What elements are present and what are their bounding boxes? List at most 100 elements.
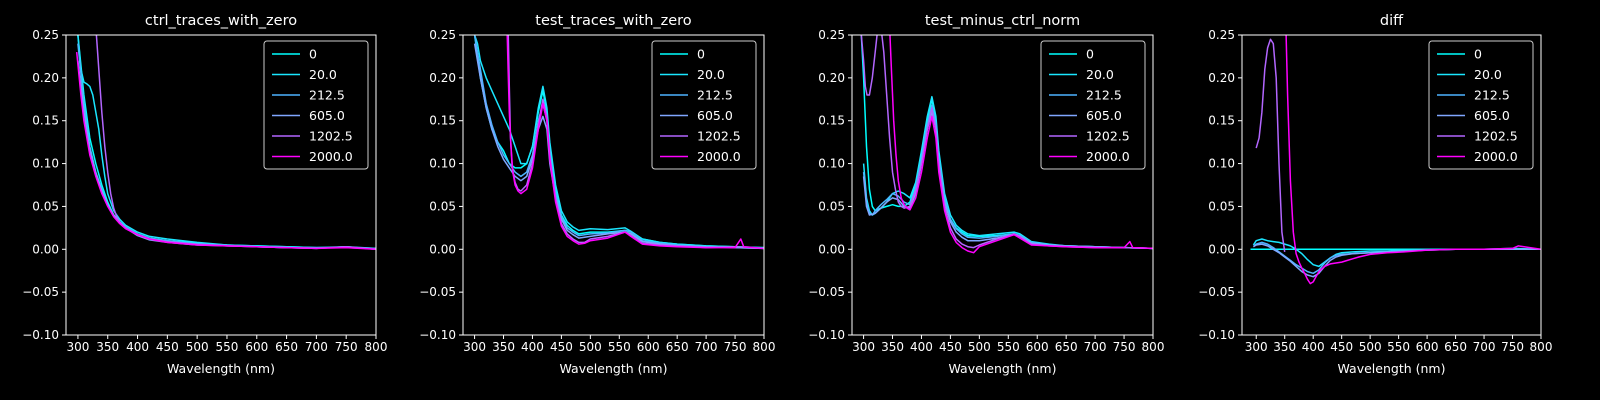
y-tick-label: −0.05 [22, 285, 59, 299]
y-tick-label: −0.05 [419, 285, 456, 299]
legend-label: 20.0 [1474, 67, 1502, 82]
x-tick-label: 400 [910, 340, 933, 354]
x-tick-label: 550 [216, 340, 239, 354]
x-tick-label: 600 [1026, 340, 1049, 354]
x-tick-label: 550 [997, 340, 1020, 354]
legend-label: 2000.0 [1474, 149, 1518, 164]
series-group [473, 35, 764, 250]
legend: 0 20.0 212.5 605.0 1202.5 2000.0 [1040, 40, 1146, 170]
x-tick-label: 600 [245, 340, 268, 354]
y-tick-label: 0.05 [818, 199, 845, 213]
y-tick-label: 0.15 [818, 114, 845, 128]
legend-label: 20.0 [309, 67, 337, 82]
chart-panel-2: 300 350 400 450 500 550 600 650 700 750 800 0.25 0.2… [419, 13, 775, 376]
legend-label: 2000.0 [309, 149, 353, 164]
x-tick-label: 350 [881, 340, 904, 354]
x-tick-label: 300 [1245, 340, 1268, 354]
x-tick-label: 650 [1055, 340, 1078, 354]
chart-title: test_traces_with_zero [535, 13, 692, 29]
x-tick-label: 400 [126, 340, 149, 354]
legend-label: 2000.0 [1086, 149, 1130, 164]
y-tick-label: 0.05 [429, 199, 456, 213]
legend-label: 605.0 [697, 108, 733, 123]
axes-frame [462, 34, 765, 336]
y-tick-label: 0.15 [429, 114, 456, 128]
x-tick-label: 800 [1530, 340, 1553, 354]
legend-label: 212.5 [309, 88, 345, 103]
legend-label: 1202.5 [1474, 129, 1518, 144]
chart-panel-3: 300 350 400 450 500 550 600 650 700 750 800 0.25 0.2… [808, 13, 1164, 376]
x-tick-label: 500 [1359, 340, 1382, 354]
x-tick-label: 800 [753, 340, 776, 354]
x-tick-label: 500 [968, 340, 991, 354]
x-tick-label: 700 [305, 340, 328, 354]
series-line-212.5 [1252, 241, 1541, 275]
series-line-1202.5 [860, 35, 1153, 250]
x-tick-label: 750 [724, 340, 747, 354]
x-tick-label: 450 [939, 340, 962, 354]
x-tick-label: 650 [275, 340, 298, 354]
legend: 0 20.0 212.5 605.0 1202.5 2000.0 [263, 40, 369, 170]
legend-label: 0 [309, 47, 317, 62]
y-tick-label: 0.00 [429, 242, 456, 256]
x-tick-label: 500 [579, 340, 602, 354]
axes-frame [851, 34, 1154, 336]
y-tick-label: −0.05 [1198, 285, 1235, 299]
y-tick-label: 0.00 [818, 242, 845, 256]
x-tick-label: 450 [156, 340, 179, 354]
x-tick-label: 350 [96, 340, 119, 354]
legend-label: 212.5 [697, 88, 733, 103]
y-tick-label: 0.25 [1208, 28, 1235, 42]
y-tick-label: 0.10 [429, 157, 456, 171]
series-line-2000.0 [75, 52, 376, 251]
chart-panel-1: 300 350 400 450 500 550 600 650 700 750 800 0.25 0.2… [22, 13, 387, 376]
x-tick-label: 300 [463, 340, 486, 354]
x-axis-label: Wavelength (nm) [949, 361, 1057, 376]
legend-label: 2000.0 [697, 149, 741, 164]
chart-title: test_minus_ctrl_norm [925, 13, 1080, 29]
series-line-2000.0 [889, 35, 1153, 254]
series-line-2000.0 [1285, 35, 1541, 285]
x-tick-label: 800 [1142, 340, 1165, 354]
legend-label: 0 [697, 47, 705, 62]
series-line-1202.5 [1255, 38, 1286, 253]
x-tick-label: 450 [1330, 340, 1353, 354]
legend-label: 212.5 [1086, 88, 1122, 103]
y-tick-label: 0.25 [32, 28, 59, 42]
x-axis-label: Wavelength (nm) [167, 361, 275, 376]
y-tick-label: 0.15 [1208, 114, 1235, 128]
y-tick-label: 0.20 [32, 71, 59, 85]
legend: 0 20.0 212.5 605.0 1202.5 2000.0 [651, 40, 757, 170]
x-tick-label: 750 [335, 340, 358, 354]
y-tick-label: 0.15 [32, 114, 59, 128]
x-tick-label: 350 [492, 340, 515, 354]
legend: 0 20.0 212.5 605.0 1202.5 2000.0 [1428, 40, 1534, 170]
x-tick-label: 700 [695, 340, 718, 354]
chart-title: diff [1380, 13, 1404, 29]
x-tick-label: 450 [550, 340, 573, 354]
x-tick-label: 350 [1273, 340, 1296, 354]
y-tick-label: 0.10 [1208, 157, 1235, 171]
legend-label: 605.0 [1086, 108, 1122, 123]
x-tick-label: 550 [608, 340, 631, 354]
x-tick-label: 550 [1387, 340, 1410, 354]
y-tick-label: 0.10 [818, 157, 845, 171]
legend-label: 605.0 [1474, 108, 1510, 123]
x-tick-label: 400 [521, 340, 544, 354]
y-tick-label: −0.10 [419, 328, 456, 342]
axes-frame [65, 34, 377, 336]
legend-label: 0 [1086, 47, 1094, 62]
x-tick-label: 700 [1473, 340, 1496, 354]
legend-label: 1202.5 [697, 129, 741, 144]
axes-frame [1241, 34, 1542, 336]
legend-box [1040, 40, 1146, 170]
y-tick-label: −0.10 [808, 328, 845, 342]
chart-title: ctrl_traces_with_zero [145, 13, 297, 29]
series-group [75, 35, 376, 251]
y-tick-label: 0.20 [429, 71, 456, 85]
x-tick-label: 300 [852, 340, 875, 354]
x-tick-label: 500 [186, 340, 209, 354]
legend-label: 0 [1474, 47, 1482, 62]
y-tick-label: 0.20 [818, 71, 845, 85]
